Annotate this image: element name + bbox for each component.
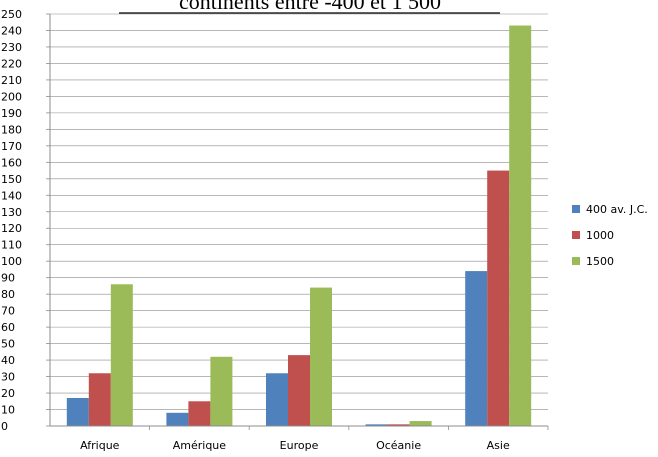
bar-amérique-1500 xyxy=(210,356,233,426)
legend-label: 1500 xyxy=(586,255,614,268)
gridlines xyxy=(50,13,548,427)
bar-océanie-400-av-j-c- xyxy=(365,424,388,426)
x-tick-label: Afrique xyxy=(80,439,120,452)
legend-swatch xyxy=(572,205,580,213)
y-tick-label: 250 xyxy=(1,8,22,21)
y-tick-label: 110 xyxy=(1,239,22,252)
y-tick-label: 160 xyxy=(1,156,22,169)
y-tick-label: 30 xyxy=(1,371,15,384)
legend-swatch xyxy=(572,257,580,265)
bars xyxy=(66,25,532,426)
legend: 400 av. J.C. 1000 1500 xyxy=(572,203,648,268)
y-tick-label: 140 xyxy=(1,189,22,202)
y-tick-label: 90 xyxy=(1,272,15,285)
y-tick-label: 210 xyxy=(1,74,22,87)
legend-swatch xyxy=(572,231,580,239)
bar-afrique-400-av-j-c- xyxy=(66,397,89,426)
y-tick-label: 70 xyxy=(1,305,15,318)
y-tick-label: 220 xyxy=(1,57,22,70)
legend-label: 400 av. J.C. xyxy=(586,203,648,216)
chart-title: continents entre -400 et 1 500 xyxy=(179,0,441,14)
y-tick-label: 120 xyxy=(1,222,22,235)
x-tick-label: Amérique xyxy=(173,439,227,452)
title-background xyxy=(100,0,520,13)
y-tick-label: 100 xyxy=(1,255,22,268)
y-tick-label: 240 xyxy=(1,24,22,37)
bar-asie-1500 xyxy=(509,25,532,426)
chart-title-group: continents entre -400 et 1 500 xyxy=(100,0,520,14)
y-tick-label: 180 xyxy=(1,123,22,136)
bar-europe-1000 xyxy=(288,355,310,426)
x-axis: Afrique Amérique Europe Océanie Asie xyxy=(50,425,549,452)
bar-amérique-400-av-j-c- xyxy=(166,412,189,426)
y-tick-label: 230 xyxy=(1,41,22,54)
y-tick-label: 200 xyxy=(1,90,22,103)
y-tick-label: 0 xyxy=(1,420,8,433)
bar-asie-400-av-j-c- xyxy=(465,271,488,426)
x-tick-label: Asie xyxy=(487,439,510,452)
y-tick-label: 190 xyxy=(1,107,22,120)
y-tick-label: 130 xyxy=(1,206,22,219)
bar-asie-1000 xyxy=(487,170,510,426)
x-tick-label: Europe xyxy=(280,439,319,452)
y-tick-label: 20 xyxy=(1,387,15,400)
bar-océanie-1500 xyxy=(409,421,432,426)
bar-europe-400-av-j-c- xyxy=(266,373,288,426)
y-tick-label: 10 xyxy=(1,404,15,417)
x-tick-label: Océanie xyxy=(376,439,421,452)
bar-océanie-1000 xyxy=(387,424,410,426)
y-tick-label: 50 xyxy=(1,338,15,351)
y-tick-label: 60 xyxy=(1,321,15,334)
y-tick-label: 80 xyxy=(1,288,15,301)
y-tick-label: 170 xyxy=(1,140,22,153)
y-axis: 0 10 20 30 40 50 60 70 80 90 100 110 120 130 140 150 160… xyxy=(1,8,51,433)
legend-label: 1000 xyxy=(586,229,614,242)
bar-afrique-1500 xyxy=(110,284,133,426)
y-tick-label: 40 xyxy=(1,354,15,367)
y-tick-label: 150 xyxy=(1,173,22,186)
bar-afrique-1000 xyxy=(88,373,111,426)
bar-amérique-1000 xyxy=(188,401,211,426)
bar-europe-1500 xyxy=(310,287,332,426)
